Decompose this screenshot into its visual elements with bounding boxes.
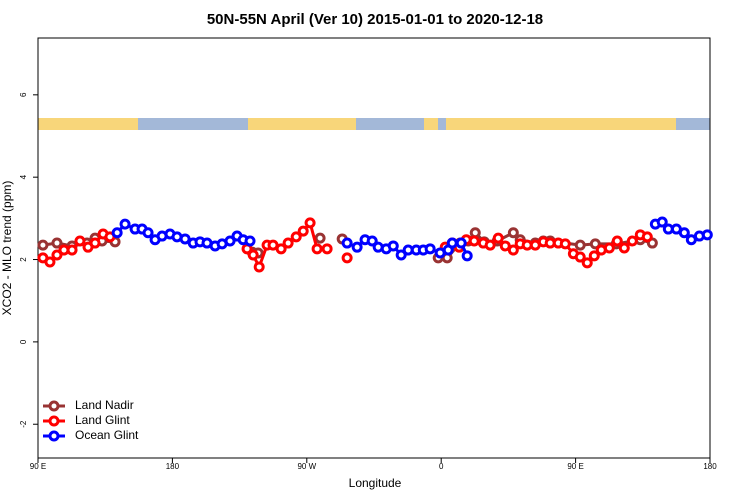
data-point: [275, 243, 287, 255]
x-tick-label: 180: [703, 462, 717, 471]
data-point: [618, 242, 630, 254]
data-point: [351, 241, 363, 253]
legend-marker: [48, 415, 60, 427]
data-point: [111, 227, 123, 239]
data-point: [468, 235, 480, 247]
land-mask: [38, 118, 710, 130]
data-point: [424, 243, 436, 255]
y-tick-label: 0: [19, 339, 28, 344]
x-tick-label: 0: [439, 462, 444, 471]
data-point: [603, 242, 615, 254]
data-point: [51, 249, 63, 261]
data-point: [142, 227, 154, 239]
land-strip: [424, 118, 438, 130]
data-point: [574, 251, 586, 263]
x-tick-label: 90 E: [30, 462, 46, 471]
data-point: [589, 238, 601, 250]
data-point: [559, 238, 571, 250]
data-point: [366, 235, 378, 247]
data-point: [678, 227, 690, 239]
data-point: [626, 235, 638, 247]
y-tick-label: 6: [19, 92, 28, 97]
plot-frame: [37, 37, 711, 459]
data-point: [656, 216, 668, 228]
data-point: [282, 237, 294, 249]
y-tick-label: 2: [19, 257, 28, 262]
data-point: [37, 239, 49, 251]
land-strip: [446, 118, 676, 130]
data-point: [297, 225, 309, 237]
legend-label: Ocean Glint: [75, 428, 139, 442]
land-strip: [248, 118, 356, 130]
data-point: [446, 237, 458, 249]
data-point: [469, 227, 481, 239]
data-point: [290, 231, 302, 243]
data-point: [314, 232, 326, 244]
data-point: [581, 257, 593, 269]
data-point: [244, 235, 256, 247]
x-axis-label: Longitude: [349, 476, 402, 490]
data-point: [66, 244, 78, 256]
data-point: [321, 243, 333, 255]
y-axis-label: XCO2 - MLO trend (ppm): [0, 181, 14, 316]
data-point: [588, 250, 600, 262]
legend-marker: [48, 430, 60, 442]
data-point: [311, 243, 323, 255]
y-tick-label: 4: [19, 174, 28, 179]
x-tick-label: 90 E: [567, 462, 583, 471]
data-point: [499, 240, 511, 252]
data-point: [51, 237, 63, 249]
data-point: [641, 231, 653, 243]
data-point: [507, 244, 519, 256]
data-point: [247, 249, 259, 261]
data-point: [224, 235, 236, 247]
legend-label: Land Glint: [75, 413, 130, 427]
data-point: [461, 250, 473, 262]
legend-label: Land Nadir: [75, 398, 134, 412]
data-point: [507, 227, 519, 239]
data-point: [701, 229, 713, 241]
data-point: [492, 232, 504, 244]
land-strip: [38, 118, 138, 130]
data-point: [74, 235, 86, 247]
data-point: [179, 233, 191, 245]
x-tick-label: 180: [166, 462, 180, 471]
data-point: [341, 252, 353, 264]
data-point: [44, 256, 56, 268]
data-point: [119, 218, 131, 230]
x-tick-label: 90 W: [297, 462, 316, 471]
data-point: [341, 237, 353, 249]
data-point: [89, 237, 101, 249]
data-point: [484, 239, 496, 251]
data-point: [455, 237, 467, 249]
y-tick-label: -2: [19, 420, 28, 428]
data-point: [574, 239, 586, 251]
chart-title: 50N-55N April (Ver 10) 2015-01-01 to 202…: [207, 11, 543, 28]
data-point: [611, 235, 623, 247]
data-point: [304, 217, 316, 229]
legend-marker: [48, 400, 60, 412]
data-point: [387, 240, 399, 252]
data-point: [253, 261, 265, 273]
data-point: [395, 249, 407, 261]
